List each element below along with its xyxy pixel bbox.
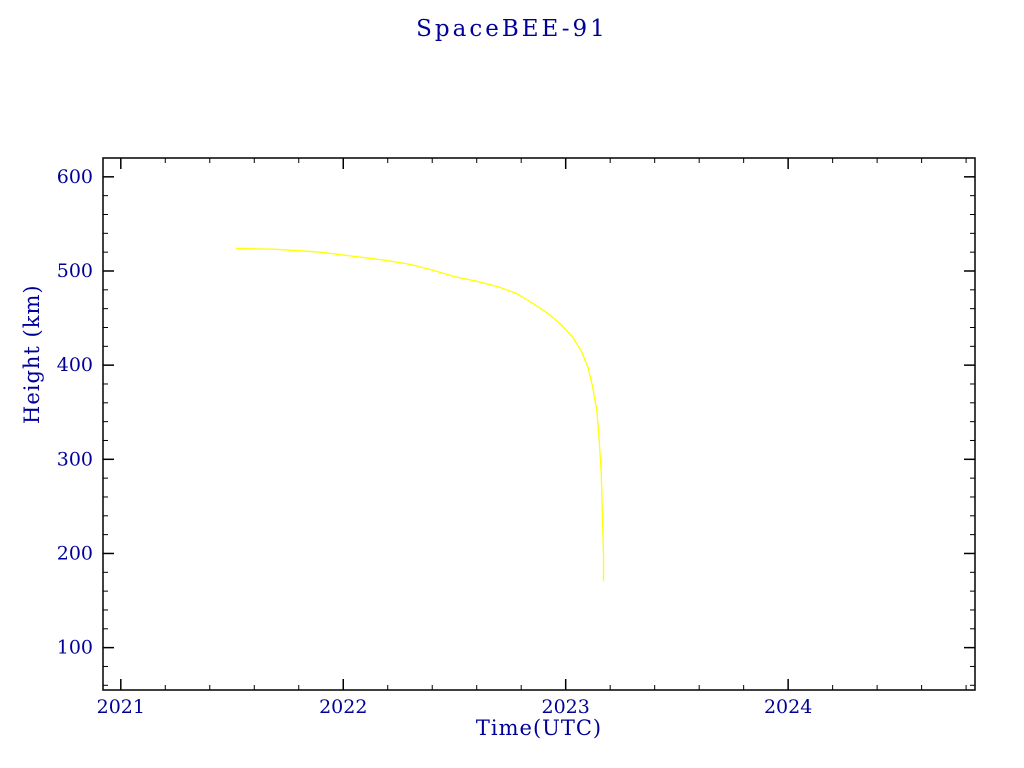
y-tick-label: 300 [57, 448, 93, 470]
y-tick-label: 600 [57, 166, 93, 188]
x-tick-label: 2023 [542, 696, 590, 718]
decay-line [235, 247, 605, 582]
x-axis-label: Time(UTC) [475, 716, 603, 740]
x-tick-label: 2022 [319, 696, 367, 718]
y-tick-label: 400 [57, 354, 93, 376]
chart-title: SpaceBEE-91 [416, 16, 608, 42]
y-tick-label: 500 [57, 260, 93, 282]
x-tick-label: 2024 [764, 696, 812, 718]
plot-frame [102, 157, 976, 691]
y-tick-label: 100 [57, 637, 93, 659]
y-tick-label: 200 [57, 542, 93, 564]
x-tick-label: 2021 [97, 696, 145, 718]
